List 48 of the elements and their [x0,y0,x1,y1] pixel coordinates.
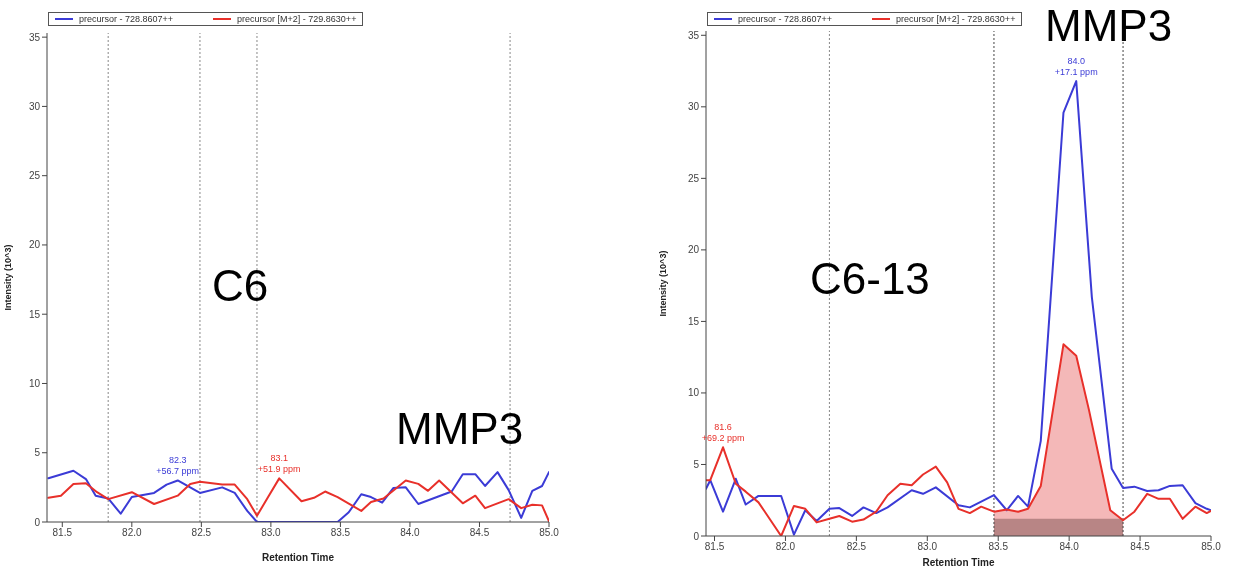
y-tick-label: 15 [28,308,41,320]
x-tick-label: 84.5 [469,527,490,539]
x-tick-label: 82.5 [846,541,867,553]
y-axis-title: Intensity (10^3) [3,244,14,311]
x-tick-label: 85.0 [1201,541,1222,553]
y-axis-title: Intensity (10^3) [658,250,669,317]
legend-label: precursor - 728.8607++ [79,13,174,25]
annotation: MMP3 [1045,1,1173,50]
y-tick-label: 25 [28,170,41,182]
y-tick-label: 35 [28,31,41,43]
x-tick-label: 82.0 [775,541,796,553]
y-tick-label: 5 [693,459,700,471]
y-tick-label: 0 [693,530,700,542]
y-tick-label: 10 [687,387,700,399]
y-tick-label: 35 [687,29,700,41]
y-tick-label: 10 [28,378,41,390]
y-tick-label: 15 [687,315,700,327]
legend-label: precursor - 728.8607++ [738,13,833,25]
x-axis-title: Retention Time [261,552,335,563]
y-tick-label: 20 [687,244,700,256]
legend-label: precursor [M+2] - 729.8630++ [237,13,357,25]
x-tick-label: 84.0 [1059,541,1080,553]
annotation: 82.3 +56.7 ppm [156,455,200,477]
x-tick-label: 83.5 [988,541,1009,553]
x-tick-label: 81.5 [704,541,725,553]
x-tick-label: 82.0 [122,527,142,539]
annotation: 81.6 +69.2 ppm [701,422,745,444]
x-tick-label: 85.0 [539,527,560,539]
x-tick-label: 84.5 [1130,541,1151,553]
y-tick-label: 20 [28,239,41,251]
x-tick-label: 83.5 [330,527,351,539]
x-tick-label: 84.0 [400,527,421,539]
y-tick-label: 30 [687,101,700,113]
annotation: 84.0 +17.1 ppm [1054,56,1098,78]
legend-label: precursor [M+2] - 729.8630++ [896,13,1016,25]
x-tick-label: 81.5 [52,527,73,539]
annotation: C6-13 [810,254,930,303]
annotation: C6 [212,261,269,310]
y-tick-label: 0 [34,516,41,528]
x-tick-label: 83.0 [917,541,938,553]
x-tick-label: 82.5 [191,527,212,539]
annotation: 83.1 +51.9 ppm [257,453,301,475]
y-tick-label: 5 [34,447,41,459]
x-tick-label: 83.0 [261,527,282,539]
annotation: MMP3 [396,404,524,453]
y-tick-label: 30 [28,100,41,112]
x-axis-title: Retention Time [922,557,995,568]
y-tick-label: 25 [687,172,700,184]
